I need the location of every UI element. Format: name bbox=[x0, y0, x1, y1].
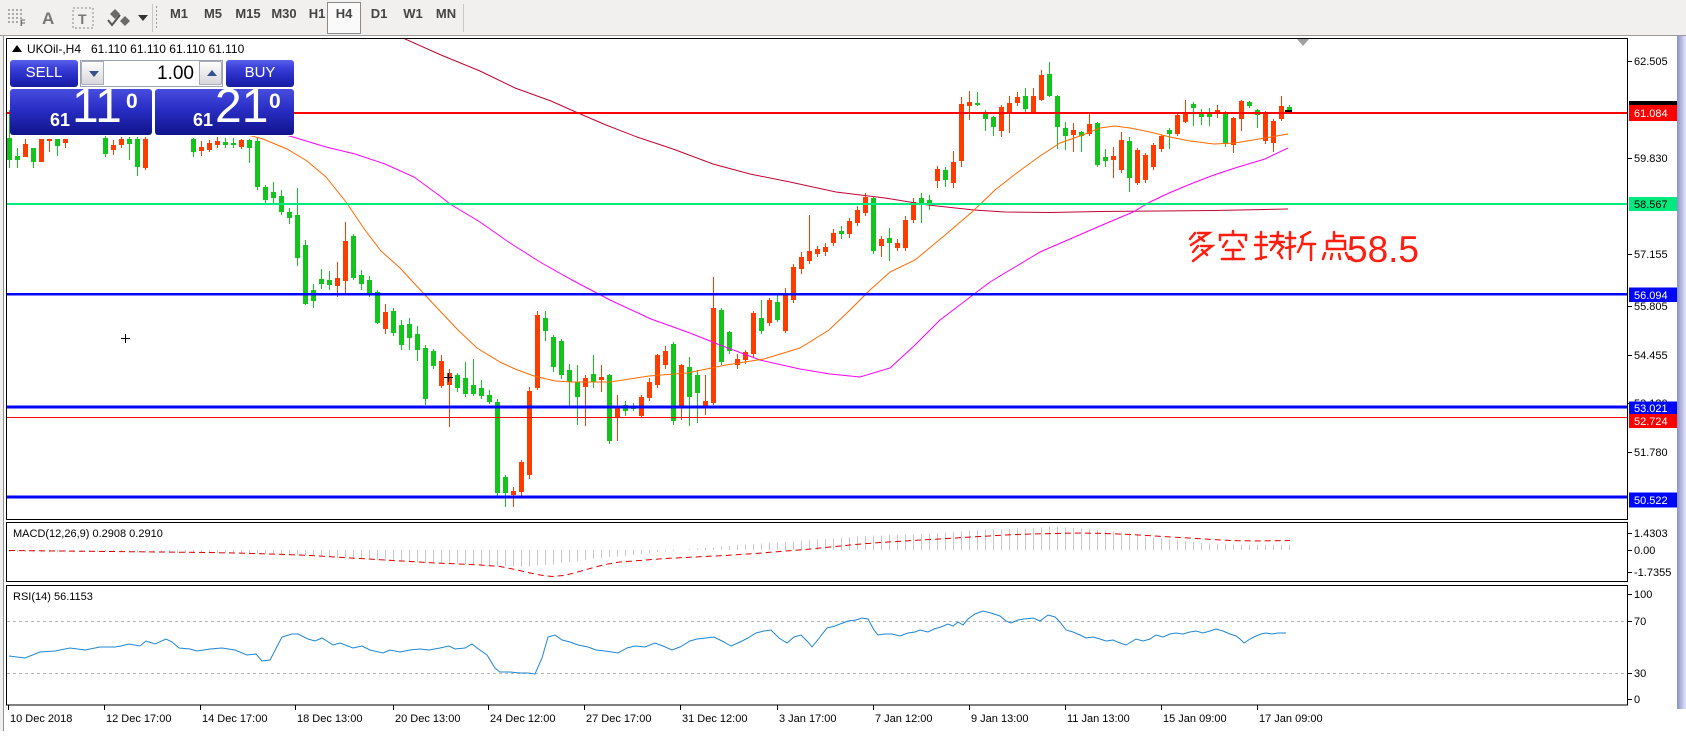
svg-text:20 Dec 13:00: 20 Dec 13:00 bbox=[395, 713, 460, 725]
svg-text:0.00: 0.00 bbox=[1634, 545, 1655, 557]
svg-text:51.780: 51.780 bbox=[1634, 447, 1668, 459]
svg-text:31 Dec 12:00: 31 Dec 12:00 bbox=[682, 713, 747, 725]
svg-text:14 Dec 17:00: 14 Dec 17:00 bbox=[202, 713, 267, 725]
svg-text:F: F bbox=[20, 18, 26, 28]
svg-text:54.455: 54.455 bbox=[1634, 350, 1668, 362]
svg-text:30: 30 bbox=[1634, 668, 1646, 680]
svg-text:T: T bbox=[78, 11, 87, 27]
svg-text:1.4303: 1.4303 bbox=[1634, 528, 1668, 540]
svg-text:MACD(12,26,9) 0.2908 0.2910: MACD(12,26,9) 0.2908 0.2910 bbox=[13, 528, 163, 540]
svg-text:100: 100 bbox=[1634, 589, 1652, 601]
svg-text:53.021: 53.021 bbox=[1634, 403, 1668, 415]
svg-text:56.094: 56.094 bbox=[1634, 290, 1668, 302]
svg-text:58.567: 58.567 bbox=[1634, 199, 1668, 211]
svg-text:A: A bbox=[42, 9, 54, 28]
svg-text:52.724: 52.724 bbox=[1634, 416, 1668, 428]
svg-text:10 Dec 2018: 10 Dec 2018 bbox=[10, 713, 72, 725]
svg-text:55.805: 55.805 bbox=[1634, 301, 1668, 313]
svg-text:9 Jan 13:00: 9 Jan 13:00 bbox=[971, 713, 1029, 725]
svg-text:7 Jan 12:00: 7 Jan 12:00 bbox=[875, 713, 933, 725]
svg-text:70: 70 bbox=[1634, 616, 1646, 628]
svg-text:61.084: 61.084 bbox=[1634, 108, 1668, 120]
svg-text:0: 0 bbox=[1634, 694, 1640, 706]
svg-text:17 Jan 09:00: 17 Jan 09:00 bbox=[1259, 713, 1323, 725]
svg-text:12 Dec 17:00: 12 Dec 17:00 bbox=[106, 713, 171, 725]
svg-text:57.155: 57.155 bbox=[1634, 249, 1668, 261]
svg-text:59.830: 59.830 bbox=[1634, 153, 1668, 165]
svg-text:50.522: 50.522 bbox=[1634, 495, 1668, 507]
svg-text:27 Dec 17:00: 27 Dec 17:00 bbox=[586, 713, 651, 725]
svg-text:11 Jan 13:00: 11 Jan 13:00 bbox=[1067, 713, 1130, 725]
svg-text:62.505: 62.505 bbox=[1634, 56, 1668, 68]
svg-text:24 Dec 12:00: 24 Dec 12:00 bbox=[490, 713, 555, 725]
svg-text:RSI(14) 56.1153: RSI(14) 56.1153 bbox=[13, 591, 93, 603]
svg-text:3 Jan 17:00: 3 Jan 17:00 bbox=[779, 713, 837, 725]
svg-text:18 Dec 13:00: 18 Dec 13:00 bbox=[297, 713, 362, 725]
svg-text:-1.7355: -1.7355 bbox=[1634, 567, 1671, 579]
svg-text:58.5: 58.5 bbox=[1347, 229, 1419, 270]
svg-text:UKOil-,H4 61.110 61.110 61.1: UKOil-,H4 61.110 61.110 61.110 61.110 bbox=[27, 42, 245, 56]
svg-text:15 Jan 09:00: 15 Jan 09:00 bbox=[1163, 713, 1227, 725]
